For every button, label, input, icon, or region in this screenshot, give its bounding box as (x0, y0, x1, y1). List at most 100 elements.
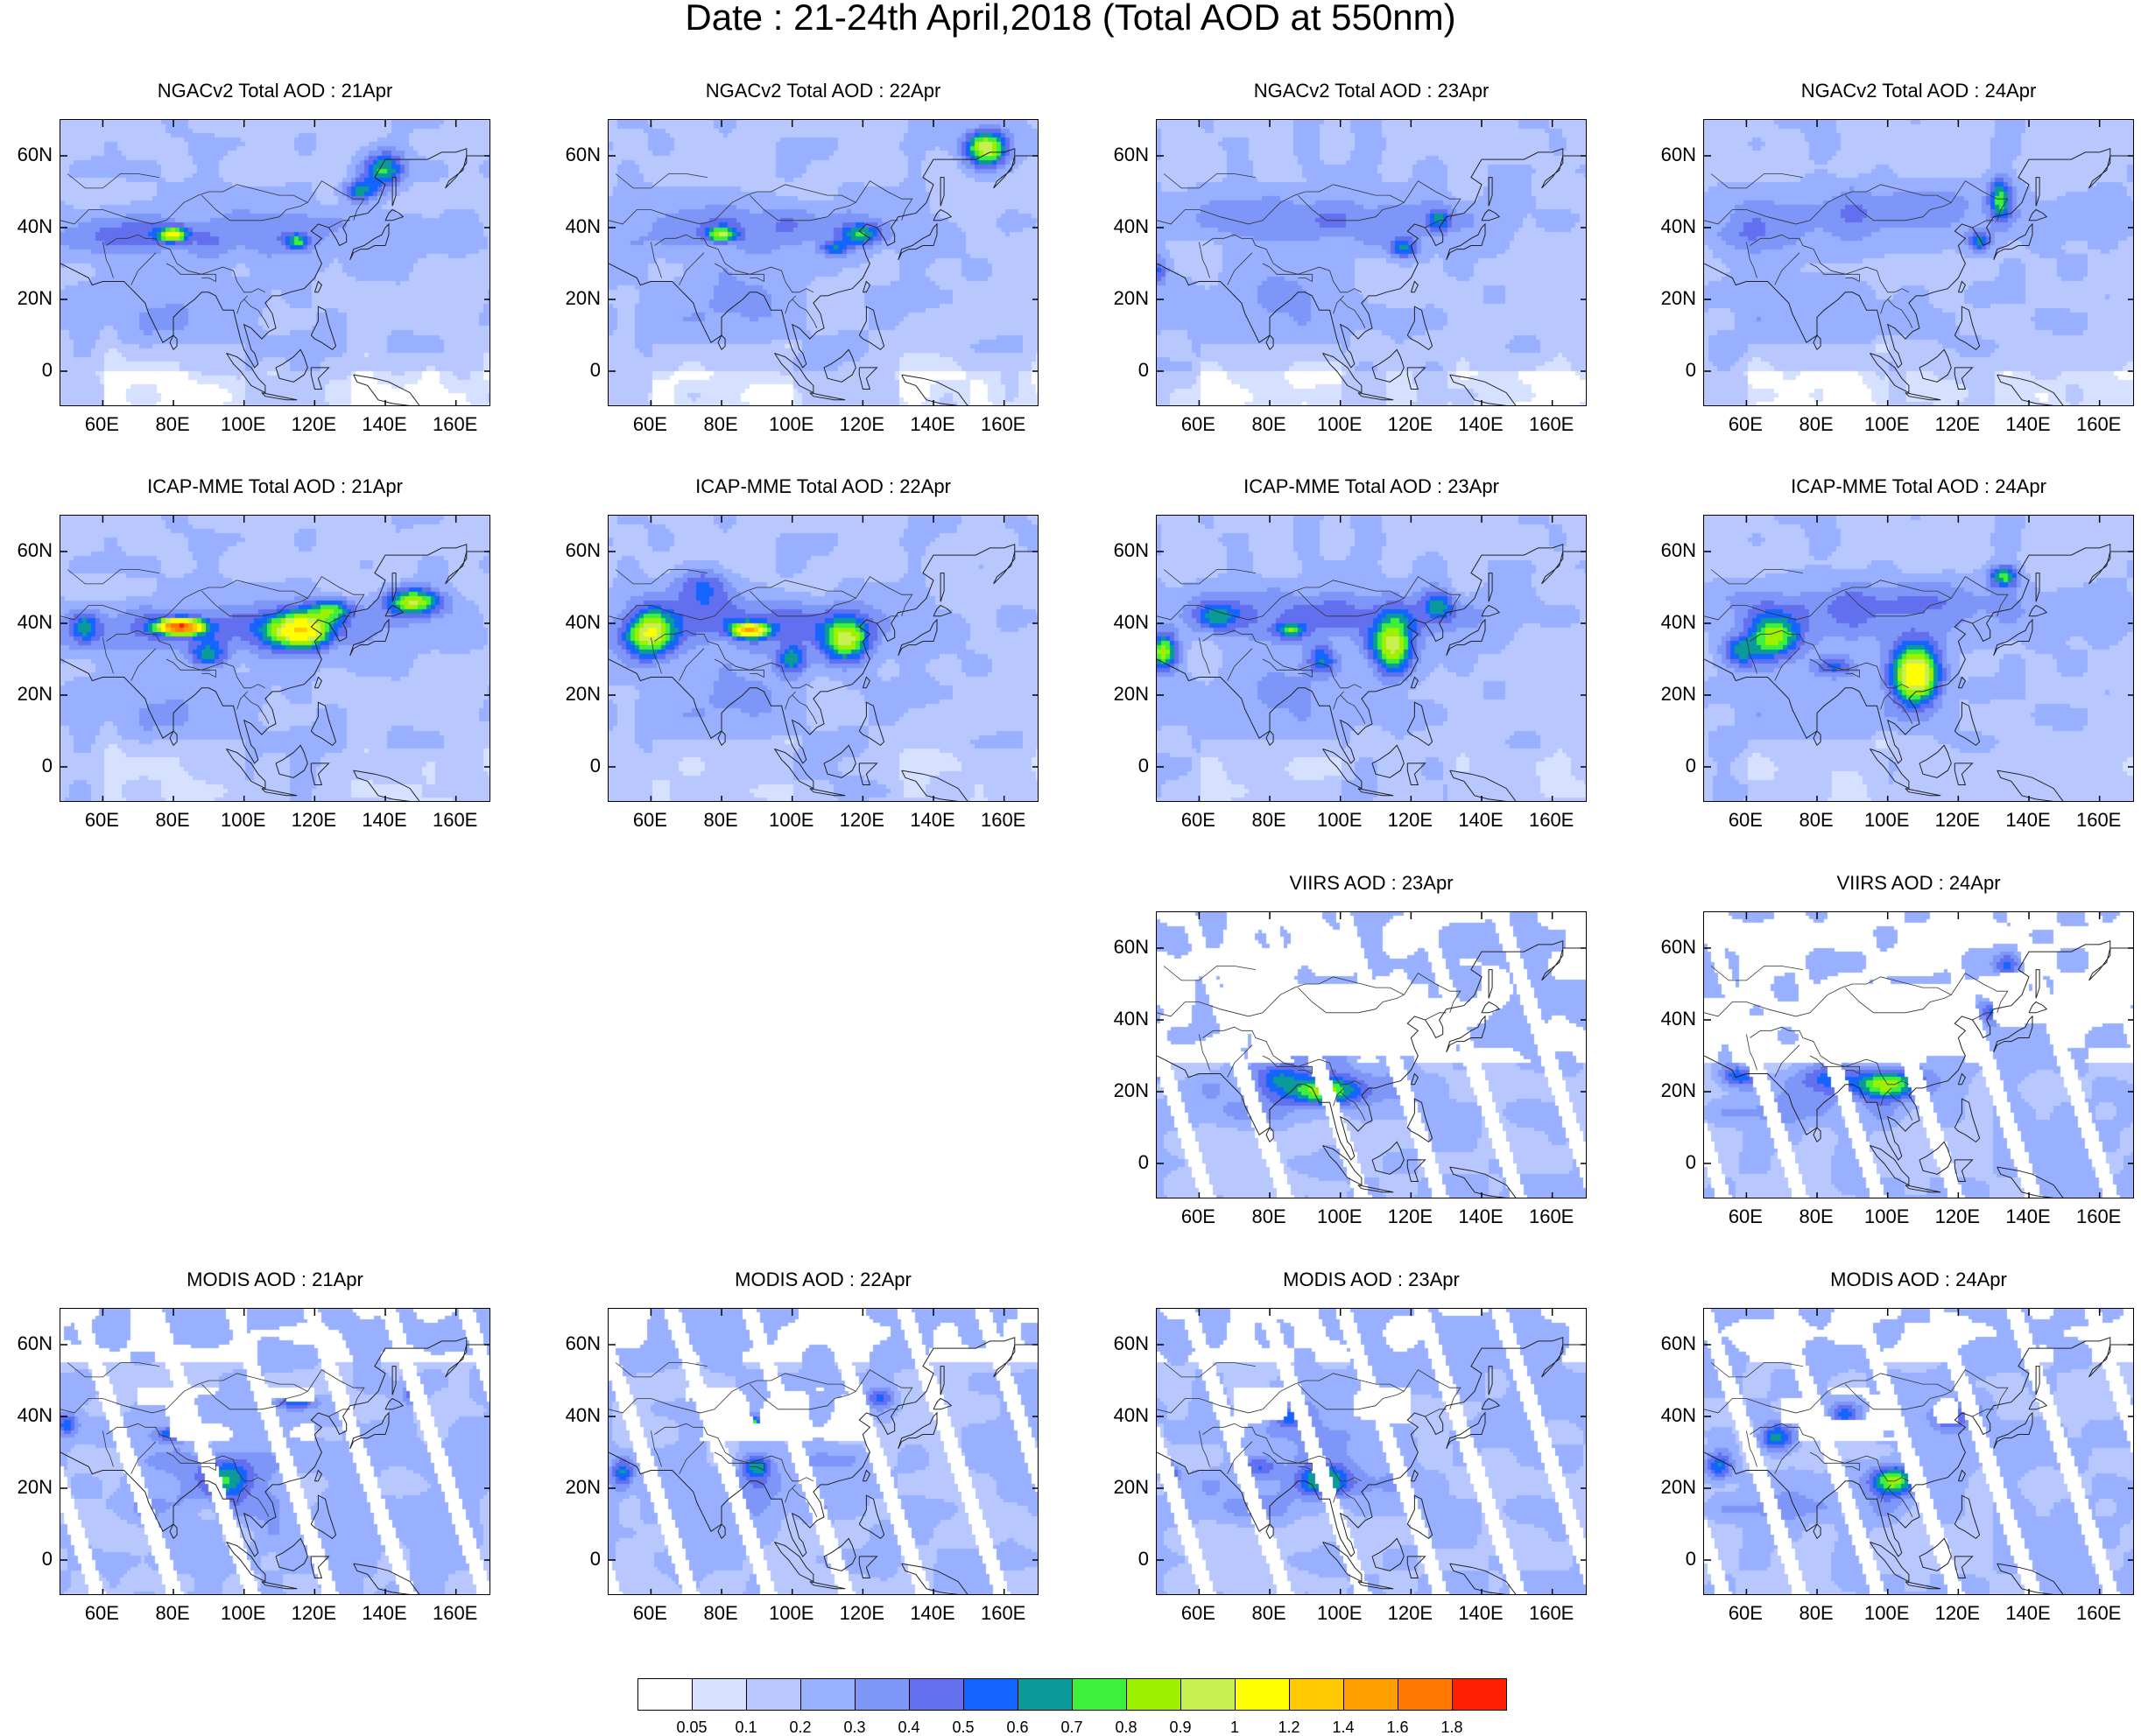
coastline (1406, 701, 1433, 747)
x-tick-label: 80E (1799, 1602, 1834, 1624)
x-tick-label: 160E (1528, 809, 1574, 831)
coastline (1919, 1141, 1952, 1175)
aod-map (1703, 911, 2134, 1198)
country-border (67, 569, 159, 585)
country-border (328, 615, 350, 624)
x-tick-label: 60E (84, 809, 119, 831)
aod-map (60, 1308, 490, 1595)
country-border (1887, 1091, 1913, 1121)
coastline (609, 1337, 1038, 1557)
aod-field (1704, 912, 2133, 1198)
country-border (750, 1383, 856, 1410)
country-border (1774, 252, 1800, 285)
coastline (1870, 1542, 1910, 1583)
country-border (1774, 648, 1800, 681)
coastline (901, 1563, 968, 1594)
x-tick-label: 140E (910, 1602, 955, 1624)
y-tick-label: 0 (1137, 755, 1149, 777)
coastline (1813, 1523, 1821, 1539)
coastline (1406, 1159, 1426, 1182)
coastline (1410, 676, 1419, 689)
coastline (1919, 1537, 1952, 1571)
country-border (1750, 629, 1910, 689)
x-tick-label: 100E (221, 809, 266, 831)
coastline (1406, 367, 1426, 390)
aod-field (1157, 1309, 1586, 1594)
country-border (1202, 1423, 1363, 1482)
coastline (1446, 222, 1486, 261)
country-border (750, 194, 856, 221)
country-border (130, 252, 157, 285)
coastline (1905, 788, 1941, 797)
x-tick-label: 60E (84, 1602, 119, 1624)
coastline (823, 744, 856, 778)
country-border (1157, 576, 1461, 621)
coastline (1919, 744, 1952, 778)
country-border (236, 1484, 248, 1503)
y-tick-label: 40N (1660, 1404, 1696, 1426)
coastline (1957, 1469, 1967, 1482)
country-border (1340, 299, 1366, 328)
coastline (1265, 1523, 1274, 1539)
coastline (391, 177, 397, 207)
colorbar-swatch (637, 1678, 693, 1711)
y-tick-label: 0 (41, 359, 53, 381)
coastline (353, 1563, 420, 1594)
country-border (1202, 1026, 1363, 1086)
colorbar-swatch (1343, 1678, 1398, 1711)
map-outlines (1704, 912, 2133, 1198)
colorbar-swatch (1180, 1678, 1236, 1711)
colorbar-swatch (1126, 1678, 1181, 1711)
coastline (1481, 1001, 1501, 1014)
colorbar-swatch (1398, 1678, 1453, 1711)
x-tick-label: 100E (769, 413, 814, 435)
coastline (2028, 1001, 2048, 1014)
x-tick-label: 120E (291, 413, 337, 435)
x-tick-label: 80E (1799, 1205, 1834, 1227)
panel-title: NGACv2 Total AOD : 22Apr (705, 80, 941, 102)
map-outlines (1157, 912, 1586, 1198)
x-tick-label: 120E (291, 1602, 337, 1624)
coastline (774, 1542, 814, 1583)
panel-title: MODIS AOD : 22Apr (735, 1269, 912, 1290)
country-border (243, 299, 270, 328)
coastline (226, 749, 266, 790)
x-tick-label: 60E (1728, 413, 1763, 435)
aod-field (609, 120, 1038, 405)
country-border (102, 637, 114, 674)
coastline (2028, 1397, 2048, 1410)
country-border (1704, 576, 2009, 621)
country-border (1227, 1441, 1253, 1474)
country-border (1298, 1462, 1313, 1472)
coastline (1957, 280, 1967, 293)
x-tick-label: 160E (980, 1602, 1026, 1624)
coastline (1813, 334, 1821, 350)
y-tick-label: 60N (565, 144, 601, 165)
country-border (615, 569, 708, 585)
coastline (1406, 1494, 1433, 1540)
country-border (1298, 273, 1313, 283)
x-tick-label: 160E (2075, 809, 2122, 831)
country-border (1887, 299, 1913, 328)
map-outlines (609, 516, 1038, 801)
map-outlines (1157, 120, 1586, 405)
country-border (609, 1369, 913, 1414)
x-tick-label: 120E (839, 809, 885, 831)
y-tick-label: 40N (1113, 611, 1149, 633)
country-border (1262, 658, 1299, 671)
coastline (809, 788, 846, 797)
coastline (1322, 749, 1363, 790)
country-border (1845, 669, 1860, 678)
coastline (261, 392, 298, 401)
y-tick-label: 20N (1113, 1079, 1149, 1101)
country-border (1972, 1409, 1994, 1417)
x-tick-label: 80E (1799, 413, 1834, 435)
y-tick-label: 0 (41, 755, 53, 777)
country-border (1809, 1055, 1846, 1067)
country-border (1333, 1087, 1344, 1107)
coastline (858, 1494, 885, 1540)
colorbar-swatch (855, 1678, 910, 1711)
y-tick-label: 40N (565, 215, 601, 237)
colorbar-label: 0.8 (1115, 1718, 1137, 1736)
y-tick-label: 40N (565, 1404, 601, 1426)
